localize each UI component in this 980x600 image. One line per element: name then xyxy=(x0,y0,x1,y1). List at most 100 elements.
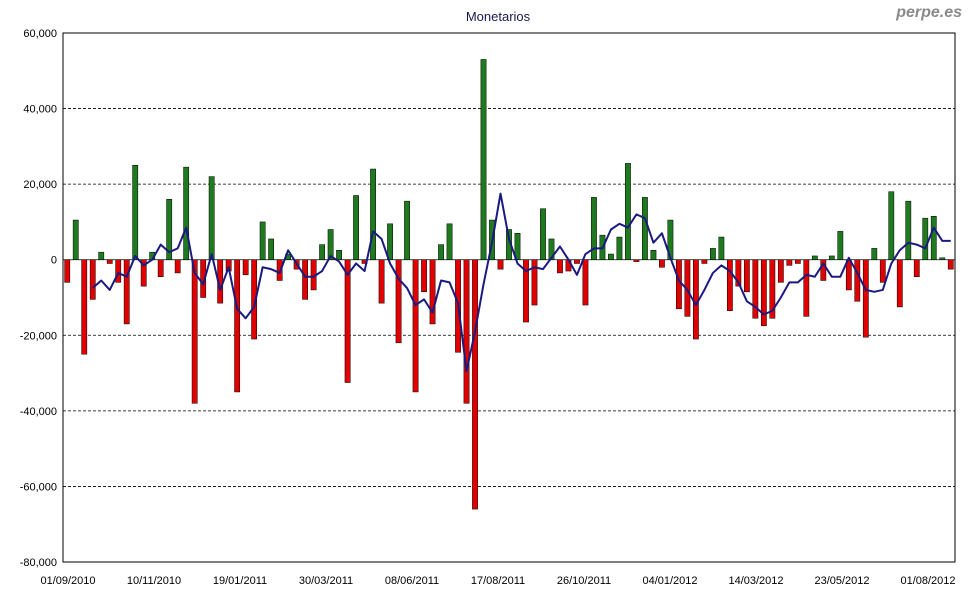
bar xyxy=(676,259,682,310)
line-series xyxy=(92,192,951,373)
bar xyxy=(540,208,546,260)
y-axis-ticks: -80,000 -60,000 -40,000 -20,000 0 20,000 40,00… xyxy=(20,28,57,569)
bar xyxy=(625,163,631,260)
x-tick-label: 08/06/2011 xyxy=(385,575,439,587)
bar xyxy=(64,259,71,283)
x-axis-ticks: 01/09/2010 10/11/2010 19/01/2011 30/03/2011… xyxy=(40,575,955,587)
bar xyxy=(659,259,665,268)
plot-area xyxy=(62,32,956,563)
bar xyxy=(344,259,351,383)
bar xyxy=(480,59,487,260)
x-tick-label: 23/05/2012 xyxy=(814,575,869,587)
bar xyxy=(336,250,342,260)
bar xyxy=(760,259,767,327)
bar xyxy=(234,259,241,393)
bar xyxy=(438,244,444,260)
bar xyxy=(115,259,122,283)
bar xyxy=(98,251,105,260)
bar xyxy=(701,259,708,264)
x-tick-label: 01/09/2010 xyxy=(40,575,95,587)
bar xyxy=(514,233,521,260)
bar xyxy=(862,259,869,338)
bar xyxy=(81,259,88,355)
bar xyxy=(726,259,733,311)
y-tick-label: 60,000 xyxy=(23,28,57,40)
y-tick-label: 0 xyxy=(51,255,57,267)
bar xyxy=(106,259,113,264)
bar xyxy=(140,259,147,287)
bar xyxy=(259,221,266,260)
y-tick-label: -80,000 xyxy=(20,557,57,569)
bar xyxy=(523,259,529,323)
bar xyxy=(132,165,139,260)
bar xyxy=(404,200,410,260)
bar xyxy=(633,259,640,262)
bar xyxy=(735,259,742,287)
bar xyxy=(896,259,903,308)
bar xyxy=(421,259,427,293)
bar xyxy=(608,253,614,260)
bar xyxy=(446,223,453,260)
bar xyxy=(429,259,436,325)
bar xyxy=(803,259,810,317)
bar xyxy=(837,231,844,260)
bar xyxy=(412,259,419,393)
x-tick-label: 14/03/2012 xyxy=(728,575,783,587)
bar xyxy=(157,259,164,277)
bar xyxy=(191,259,198,404)
bar xyxy=(930,216,937,260)
bar xyxy=(395,259,402,344)
bar xyxy=(268,238,275,260)
bar-series xyxy=(64,59,954,510)
bar xyxy=(72,219,79,260)
bar xyxy=(302,259,309,300)
bar xyxy=(548,238,555,260)
bar xyxy=(166,199,173,260)
bar xyxy=(693,259,699,340)
x-tick-label: 30/03/2011 xyxy=(299,575,353,587)
bar xyxy=(888,191,895,260)
bar xyxy=(208,176,215,260)
bar xyxy=(871,248,878,260)
bar xyxy=(370,168,376,260)
bar xyxy=(472,259,478,510)
bar xyxy=(463,259,470,404)
bar xyxy=(378,259,385,304)
bar xyxy=(89,259,96,300)
bar xyxy=(591,197,597,260)
bar xyxy=(574,259,580,264)
bar xyxy=(811,255,818,260)
y-tick-label: 40,000 xyxy=(23,104,57,116)
y-tick-label: -40,000 xyxy=(20,406,57,418)
bar xyxy=(557,259,563,274)
bar xyxy=(939,257,946,260)
x-tick-label: 01/08/2012 xyxy=(900,575,955,587)
bar xyxy=(854,259,861,302)
bar xyxy=(879,259,886,283)
x-tick-label: 04/01/2012 xyxy=(642,575,697,587)
bar xyxy=(242,259,249,276)
watermark-text: perpe.es xyxy=(896,4,962,21)
x-tick-label: 10/11/2010 xyxy=(127,575,181,587)
bar xyxy=(327,229,334,260)
bar xyxy=(820,259,827,281)
y-tick-label: -20,000 xyxy=(20,330,57,342)
bar xyxy=(200,259,207,298)
bar xyxy=(947,259,954,270)
bar xyxy=(752,259,759,319)
bar xyxy=(922,217,929,260)
bar xyxy=(174,259,181,274)
x-tick-label: 26/10/2011 xyxy=(557,575,611,587)
bar xyxy=(183,166,190,260)
bar xyxy=(582,259,589,306)
bar xyxy=(531,259,538,306)
bar xyxy=(642,197,648,260)
bar xyxy=(387,223,393,260)
x-tick-label: 17/08/2011 xyxy=(471,575,525,587)
bar xyxy=(123,259,130,325)
bar xyxy=(353,195,359,260)
bar xyxy=(650,250,657,260)
bar xyxy=(710,248,716,260)
bar xyxy=(794,259,801,264)
